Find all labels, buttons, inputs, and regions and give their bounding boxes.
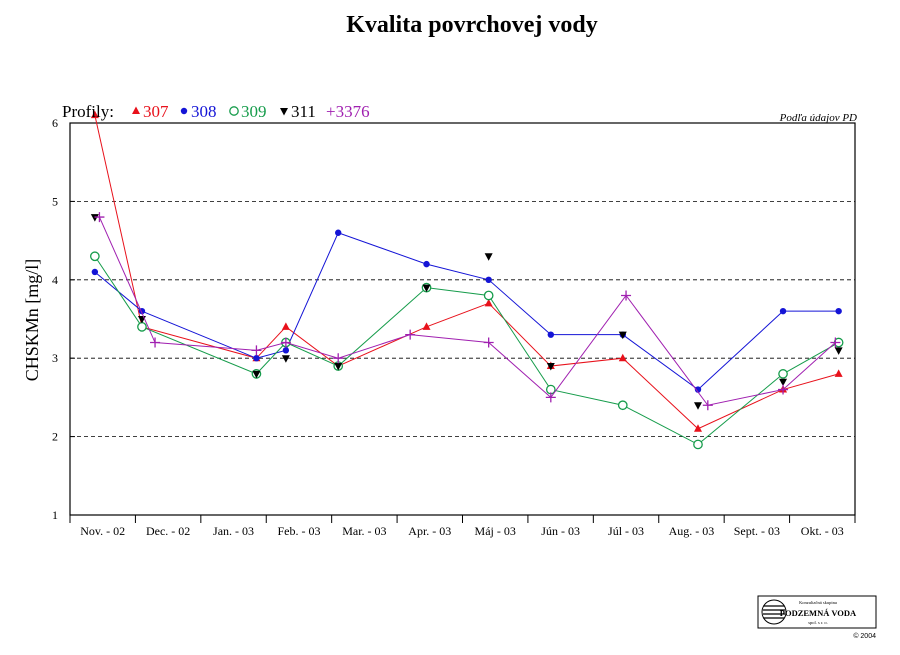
y-tick-label: 3 [52,351,58,365]
data-point-311 [422,284,431,293]
data-point-3376 [702,400,713,411]
data-point-309 [483,290,494,301]
data-point-311 [834,347,843,355]
data-point-308 [91,268,99,276]
y-tick-label: 4 [52,273,58,287]
x-tick-label: Aug. - 03 [669,524,715,538]
data-point-309 [90,251,100,262]
x-tick-label: Jún - 03 [541,524,580,538]
legend-label-3376: +3376 [326,102,370,121]
data-point-3376 [545,392,556,403]
legend-prefix: Profily: [62,102,114,121]
data-point-308 [485,276,492,283]
data-point-307 [834,369,843,377]
chart-title: Kvalita povrchovej vody [346,12,598,38]
data-point-308 [335,229,342,236]
data-point-3376 [621,290,632,301]
series-line-307 [94,115,839,430]
logo-frame [757,595,877,629]
logo-line3: spol. s r. o. [808,620,828,625]
data-point-3376 [778,384,789,395]
data-point-307 [422,322,431,330]
data-point-308 [253,355,260,362]
data-point-3376 [483,337,494,348]
data-point-308 [779,307,787,315]
legend-marker-309 [229,106,239,116]
y-tick-label: 6 [52,116,58,130]
legend-marker-311 [280,108,288,116]
logo-line2: PODZEMNÁ VODA [780,608,857,618]
copyright: © 2004 [853,632,876,640]
data-point-308 [694,386,702,393]
data-point-307 [618,353,627,362]
legend-label-311: 311 [291,102,316,121]
x-tick-label: Mar. - 03 [342,524,386,538]
logo-line1: Konzultačná skupina [799,600,837,605]
data-point-308 [547,331,555,338]
data-point-311 [334,363,343,371]
series-3376 [94,212,841,411]
series-line-309 [94,256,839,446]
x-tick-label: Sept. - 03 [734,524,780,538]
series-line-3376 [98,216,836,406]
data-point-308 [282,347,290,354]
data-point-3376 [94,212,105,223]
data-point-311 [90,214,99,222]
data-point-311 [252,370,261,379]
data-point-311 [546,363,555,371]
y-axis-label: CHSKMn [mg/l] [22,259,42,382]
data-point-311 [618,331,627,340]
data-point-307 [484,298,493,307]
data-point-311 [281,355,290,363]
data-point-308 [835,307,842,315]
legend-label-309: 309 [241,102,267,121]
legend-label-308: 308 [191,102,217,121]
data-point-307 [694,424,702,432]
data-point-309 [693,439,703,450]
data-point-311 [779,378,788,387]
axes: 1 2 3 4 5 6 Nov. - 02 Dec. - 02 Jan. - 03 Feb. - … [52,116,856,538]
x-tick-label: Nov. - 02 [80,524,125,538]
series-307 [90,110,843,432]
data-point-307 [90,110,99,119]
y-tick-label: 5 [52,194,58,208]
data-point-309 [617,400,628,411]
y-tick-label: 2 [52,430,58,444]
series-311 [90,214,843,410]
legend-marker-308 [180,107,188,115]
series-line-308 [94,232,839,391]
x-tick-label: Okt. - 03 [801,524,844,538]
data-point-308 [423,260,430,268]
y-tick-label: 1 [52,508,58,522]
x-tick-label: Apr. - 03 [408,524,451,538]
company-logo: Konzultačná skupina PODZEMNÁ VODA spol. … [757,595,877,629]
series-layer [90,110,844,450]
data-point-3376 [150,337,161,348]
source-note: Podľa údajov PD [779,112,857,124]
x-tick-label: Feb. - 03 [277,524,320,538]
logo-emblem-icon [761,599,787,625]
data-point-307 [281,322,290,330]
x-tick-label: Jan. - 03 [213,524,254,538]
data-point-3376 [405,329,416,340]
data-point-311 [484,253,493,261]
data-point-3376 [830,337,841,348]
data-point-311 [694,402,702,410]
x-tick-label: Dec. - 02 [146,524,190,538]
data-point-3376 [280,337,291,348]
data-point-309 [137,321,147,332]
legend-marker-307 [132,106,140,114]
legend: Profily: 307 308 309 311 +3376 [62,102,370,121]
data-point-3376 [333,353,344,364]
series-309 [90,251,844,450]
x-tick-label: Máj - 03 [475,524,516,538]
data-point-309 [778,369,788,379]
legend-label-307: 307 [143,102,169,121]
plot-frame [69,122,856,516]
gridlines [70,200,855,438]
data-point-3376 [251,345,262,356]
x-tick-label: Júl - 03 [608,524,644,538]
